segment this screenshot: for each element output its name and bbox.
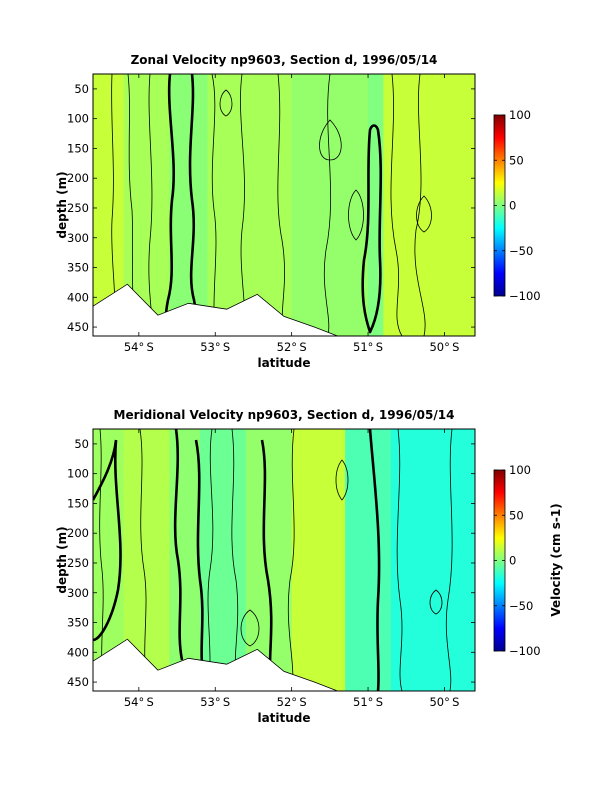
velocity-band — [199, 429, 247, 691]
x-axis-label: latitude — [257, 711, 310, 725]
y-tick-label: 350 — [67, 261, 89, 275]
zero-contour — [194, 439, 206, 681]
zero-contour — [368, 429, 381, 691]
contour-line — [219, 89, 233, 117]
x-tick-label: 51° S — [353, 340, 383, 354]
contour-line — [240, 609, 260, 647]
velocity-band — [345, 429, 392, 691]
colorbar-tick-label: −100 — [509, 644, 541, 658]
contour-line — [319, 119, 342, 161]
contour-line — [277, 74, 287, 336]
zonal-velocity-chart: Zonal Velocity np9603, Section d, 1996/0… — [55, 53, 541, 370]
y-tick-label: 200 — [67, 171, 89, 185]
chart-title: Zonal Velocity np9603, Section d, 1996/0… — [131, 53, 438, 67]
velocity-bands — [93, 74, 475, 336]
chart-title: Meridional Velocity np9603, Section d, 1… — [114, 408, 455, 422]
contour-line — [429, 589, 443, 615]
y-tick-label: 200 — [67, 526, 89, 540]
colorbar: −100 −50 0 50 100 — [493, 108, 541, 303]
x-tick-label: 54° S — [124, 695, 154, 709]
contour-line — [414, 74, 426, 336]
colorbar-tick-label: −50 — [509, 599, 533, 613]
x-tick-label: 50° S — [429, 340, 459, 354]
thin-contours — [99, 429, 453, 691]
contour-line — [335, 459, 349, 501]
y-tick-label: 150 — [67, 496, 89, 510]
colorbar-tick-label: 0 — [509, 554, 516, 568]
y-tick-label: 350 — [67, 616, 89, 630]
velocity-band — [390, 429, 475, 691]
axis-ticks: 54° S 53° S 52° S 51° S 50° S 50 100 150 200 250 3… — [67, 429, 475, 709]
colorbar-label: Velocity (cm s-1) — [549, 503, 563, 616]
y-axis-label: depth (m) — [55, 171, 69, 238]
x-tick-label: 52° S — [277, 695, 307, 709]
y-tick-label: 150 — [67, 141, 89, 155]
y-tick-label: 400 — [67, 645, 89, 659]
x-tick-label: 52° S — [277, 340, 307, 354]
y-tick-label: 100 — [67, 112, 89, 126]
contour-line — [390, 74, 403, 336]
contour-line — [99, 429, 105, 691]
velocity-band — [383, 74, 475, 336]
contour-field — [93, 74, 475, 336]
zero-contour — [93, 439, 122, 642]
contour-line — [323, 74, 332, 336]
contour-line — [416, 195, 432, 233]
y-tick-label: 300 — [67, 586, 89, 600]
colorbar: Velocity (cm s-1) −100 −50 0 50 100 — [493, 463, 563, 658]
y-tick-label: 50 — [74, 82, 89, 96]
x-tick-label: 53° S — [200, 695, 230, 709]
colorbar-tick-label: 50 — [509, 153, 524, 167]
contour-field — [93, 429, 475, 691]
y-tick-label: 100 — [67, 467, 89, 481]
contour-line — [211, 74, 217, 336]
velocity-band — [169, 74, 209, 336]
contour-line — [231, 429, 239, 691]
plot-frame — [92, 428, 476, 692]
velocity-band — [245, 429, 293, 691]
y-tick-label: 250 — [67, 201, 89, 215]
velocity-bands — [93, 429, 475, 691]
y-axis-label: depth (m) — [55, 526, 69, 593]
colorbar-tick-label: 100 — [509, 108, 531, 122]
sea-floor-mask — [93, 638, 338, 691]
colorbar-tick-label: 50 — [509, 508, 524, 522]
x-axis-label: latitude — [257, 356, 310, 370]
contour-line — [139, 429, 149, 691]
contour-line — [207, 429, 214, 691]
colorbar-tick-label: 0 — [509, 199, 516, 213]
axis-ticks: 54° S 53° S 52° S 51° S 50° S 50 100 150 200 250 3… — [67, 74, 475, 354]
plot-frame — [92, 73, 476, 337]
velocity-band — [169, 429, 201, 691]
x-tick-label: 54° S — [124, 340, 154, 354]
y-tick-label: 400 — [67, 290, 89, 304]
colorbar-tick-label: −50 — [509, 244, 533, 258]
y-tick-label: 450 — [67, 675, 89, 689]
contour-line — [287, 429, 295, 691]
contour-line — [445, 429, 453, 691]
zero-contours — [93, 429, 381, 691]
meridional-velocity-chart: Meridional Velocity np9603, Section d, 1… — [55, 408, 563, 725]
y-tick-label: 50 — [74, 437, 89, 451]
velocity-band — [291, 74, 369, 336]
x-tick-label: 53° S — [200, 340, 230, 354]
x-tick-label: 50° S — [429, 695, 459, 709]
zero-contour — [173, 429, 184, 661]
x-tick-label: 51° S — [353, 695, 383, 709]
sea-floor-mask — [93, 283, 338, 336]
y-tick-label: 250 — [67, 556, 89, 570]
y-tick-label: 450 — [67, 320, 89, 334]
colorbar-tick-label: 100 — [509, 463, 531, 477]
contour-line — [348, 189, 364, 241]
contour-line — [396, 429, 403, 691]
y-tick-label: 300 — [67, 231, 89, 245]
zero-contour — [361, 124, 383, 334]
colorbar-tick-label: −100 — [509, 289, 541, 303]
